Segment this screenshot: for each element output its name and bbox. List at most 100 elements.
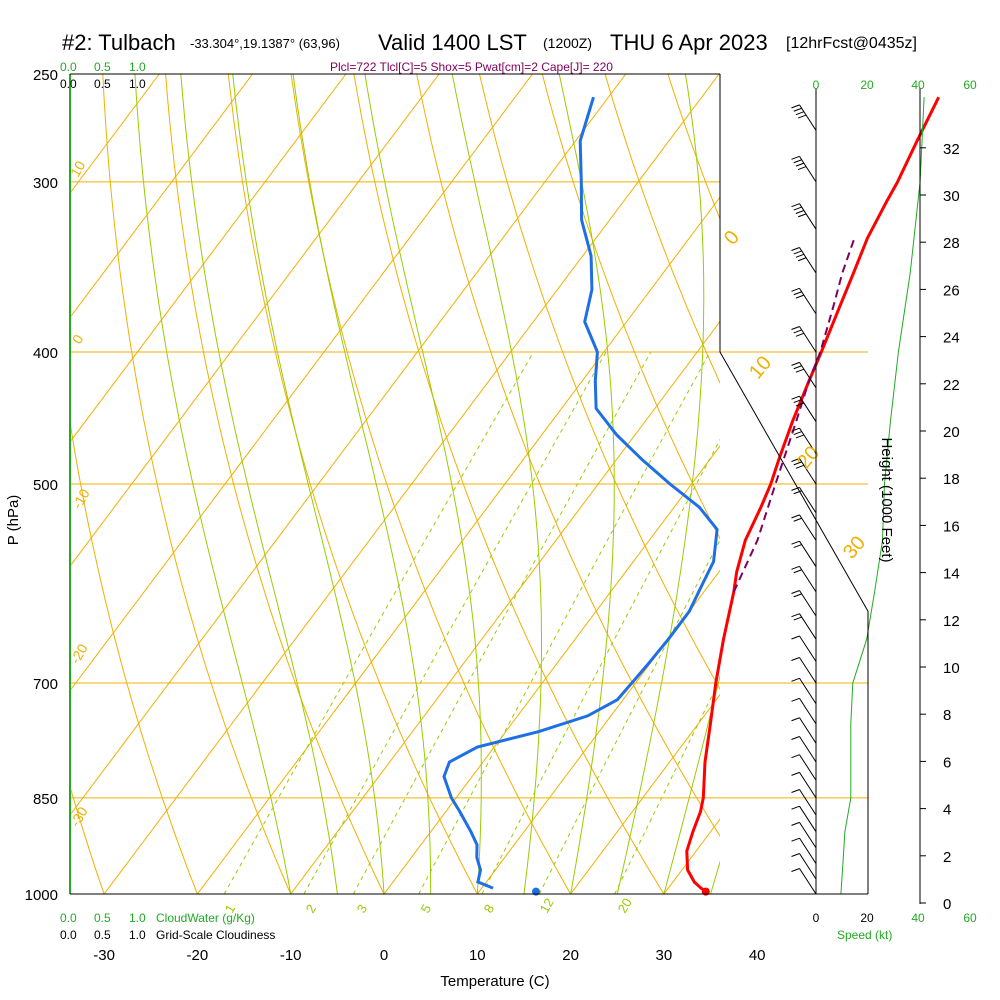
mixing-ratio-line (352, 351, 652, 894)
cloud-top-green-2: 1.0 (129, 60, 146, 74)
wind-barb-flag (795, 434, 805, 439)
wind-barb (799, 566, 817, 593)
wind-barb (799, 736, 817, 763)
wind-barb-flag (795, 111, 805, 116)
wind-barb (799, 837, 817, 864)
dry-adiabat (290, 74, 572, 894)
height-tick-label: 32 (943, 141, 960, 158)
wind-barb (799, 772, 817, 799)
wind-barb-flag (793, 490, 802, 495)
wind-barb (799, 362, 817, 389)
x-tick-label: 20 (562, 947, 579, 964)
wind-barb-flag (797, 166, 807, 171)
wind-barb-flag (791, 677, 800, 682)
wind-barb (799, 288, 817, 315)
wind-barb-flag (793, 461, 802, 466)
wind-barb-flag (791, 203, 800, 208)
wind-barb-flag (795, 253, 805, 258)
p-tick-label: 250 (33, 67, 58, 84)
wind-barb-flag (791, 287, 800, 292)
wind-barb (799, 657, 817, 684)
wind-barb (799, 717, 817, 744)
wind-barb-flag (797, 114, 807, 119)
height-tick-label: 2 (943, 849, 951, 866)
wind-barb (799, 789, 817, 816)
wind-barb (799, 326, 817, 353)
dry-adiabat-label: 30 (839, 532, 870, 563)
station-title: #2: Tulbach (62, 30, 176, 55)
height-tick-label: 10 (943, 660, 960, 677)
speed-bottom-black-20: 20 (860, 911, 874, 925)
cloudiness-label: Grid-Scale Cloudiness (156, 928, 275, 942)
speed-label: Speed (kt) (837, 928, 892, 942)
dry-adiabat (353, 74, 665, 894)
parcel-line (732, 237, 856, 593)
dry-adiabat-label: 10 (745, 352, 776, 383)
p-tick-label: 300 (33, 175, 58, 192)
wind-barb-flag (793, 329, 802, 334)
wind-barb-flag (791, 657, 800, 661)
dry-adiabat (604, 74, 720, 385)
wind-barb-flag (797, 213, 807, 218)
cloud-top-green-1: 0.5 (94, 60, 111, 74)
x-tick-label: 40 (749, 947, 766, 964)
wind-barb-flag (791, 247, 800, 251)
wind-barb-flag (791, 104, 800, 109)
valid-label: Valid 1400 LST (378, 30, 527, 55)
moist-adiabat (134, 74, 292, 894)
wind-barb-flag (793, 365, 802, 370)
dry-adiabat-label: 0 (69, 332, 87, 347)
right-boundary-line (719, 74, 869, 894)
wind-barb-flag (795, 402, 805, 407)
forecast-label: [12hrFcst@0435z] (786, 35, 917, 52)
valid-z: (1200Z) (543, 35, 592, 51)
wind-barb (799, 853, 817, 880)
wind-barb-flag (791, 458, 800, 462)
wind-barb-flag (793, 399, 802, 404)
mixing-ratio-line (481, 438, 720, 894)
wind-barb-flag (791, 565, 800, 570)
height-tick-label: 22 (943, 377, 960, 394)
grid (0, 73, 868, 895)
speed-top-green-20: 20 (860, 78, 874, 92)
p-tick-label: 700 (33, 676, 58, 693)
x-tick-label: 0 (380, 947, 388, 964)
cloud-top-black-0: 0.0 (60, 77, 77, 91)
isotherm-line (70, 74, 347, 443)
wind-barb-flag (793, 616, 802, 621)
wind-barb-flag (793, 291, 802, 296)
wind-barb-flag (791, 805, 800, 810)
wind-barb (799, 156, 817, 183)
height-tick-label: 30 (943, 188, 960, 205)
wind-barb (799, 678, 817, 705)
cloud-bottom-black-1: 0.5 (94, 928, 111, 942)
dry-adiabat-label: 20 (793, 442, 824, 473)
isotherm-line (476, 569, 720, 894)
wind-barb (799, 487, 817, 514)
cloud-bottom-black-0: 0.0 (60, 928, 77, 942)
height-tick-label: 14 (943, 566, 960, 583)
dewpoint-line (442, 96, 719, 890)
dry-adiabat (70, 419, 198, 894)
speed-bottom-black-0: 0 (813, 911, 820, 925)
cloud-bottom-green-1: 0.5 (94, 911, 111, 925)
wind-barb-flag (791, 361, 800, 366)
mixing-ratio-label: 2 (303, 902, 320, 916)
wind-barb-flag (791, 486, 800, 491)
y2-axis-label: Height (1000 Feet) (878, 437, 895, 562)
dry-adiabat (416, 74, 720, 837)
wind-barb (799, 635, 817, 662)
mixing-ratio-label: 3 (354, 902, 371, 916)
station-coords: -33.304°,19.1387° (63,96) (190, 36, 340, 51)
wind-barb-flag (795, 294, 805, 299)
wind-barb-flag (795, 368, 805, 373)
mixing-ratio-line (223, 351, 534, 894)
wind-barb-flag (791, 590, 800, 594)
dry-adiabat (0, 74, 11, 894)
height-tick-label: 4 (943, 802, 951, 819)
wind-barb (799, 514, 817, 541)
wind-barb-flag (791, 395, 800, 400)
x-tick-label: -10 (280, 947, 302, 964)
speed-top-green-40: 40 (911, 78, 925, 92)
mixing-ratio-label: 8 (481, 902, 498, 916)
